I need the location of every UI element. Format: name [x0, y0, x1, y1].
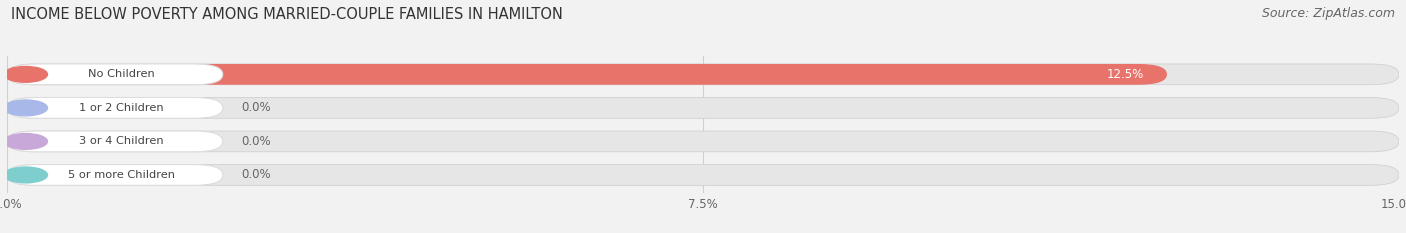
Text: 3 or 4 Children: 3 or 4 Children	[79, 136, 163, 146]
Circle shape	[4, 100, 48, 116]
Text: No Children: No Children	[89, 69, 155, 79]
Text: 0.0%: 0.0%	[242, 135, 271, 148]
FancyBboxPatch shape	[7, 97, 222, 118]
FancyBboxPatch shape	[7, 164, 1399, 185]
FancyBboxPatch shape	[7, 131, 1399, 152]
FancyBboxPatch shape	[7, 64, 1399, 85]
Text: 0.0%: 0.0%	[242, 101, 271, 114]
Text: 5 or more Children: 5 or more Children	[67, 170, 174, 180]
Circle shape	[4, 66, 48, 82]
FancyBboxPatch shape	[7, 64, 1167, 85]
Text: Source: ZipAtlas.com: Source: ZipAtlas.com	[1261, 7, 1395, 20]
Circle shape	[4, 167, 48, 183]
Text: 0.0%: 0.0%	[242, 168, 271, 182]
FancyBboxPatch shape	[7, 164, 222, 185]
Circle shape	[4, 134, 48, 149]
Text: 12.5%: 12.5%	[1107, 68, 1144, 81]
Text: 1 or 2 Children: 1 or 2 Children	[79, 103, 163, 113]
FancyBboxPatch shape	[7, 97, 1399, 118]
Text: INCOME BELOW POVERTY AMONG MARRIED-COUPLE FAMILIES IN HAMILTON: INCOME BELOW POVERTY AMONG MARRIED-COUPL…	[11, 7, 564, 22]
FancyBboxPatch shape	[7, 64, 222, 85]
FancyBboxPatch shape	[7, 131, 222, 152]
